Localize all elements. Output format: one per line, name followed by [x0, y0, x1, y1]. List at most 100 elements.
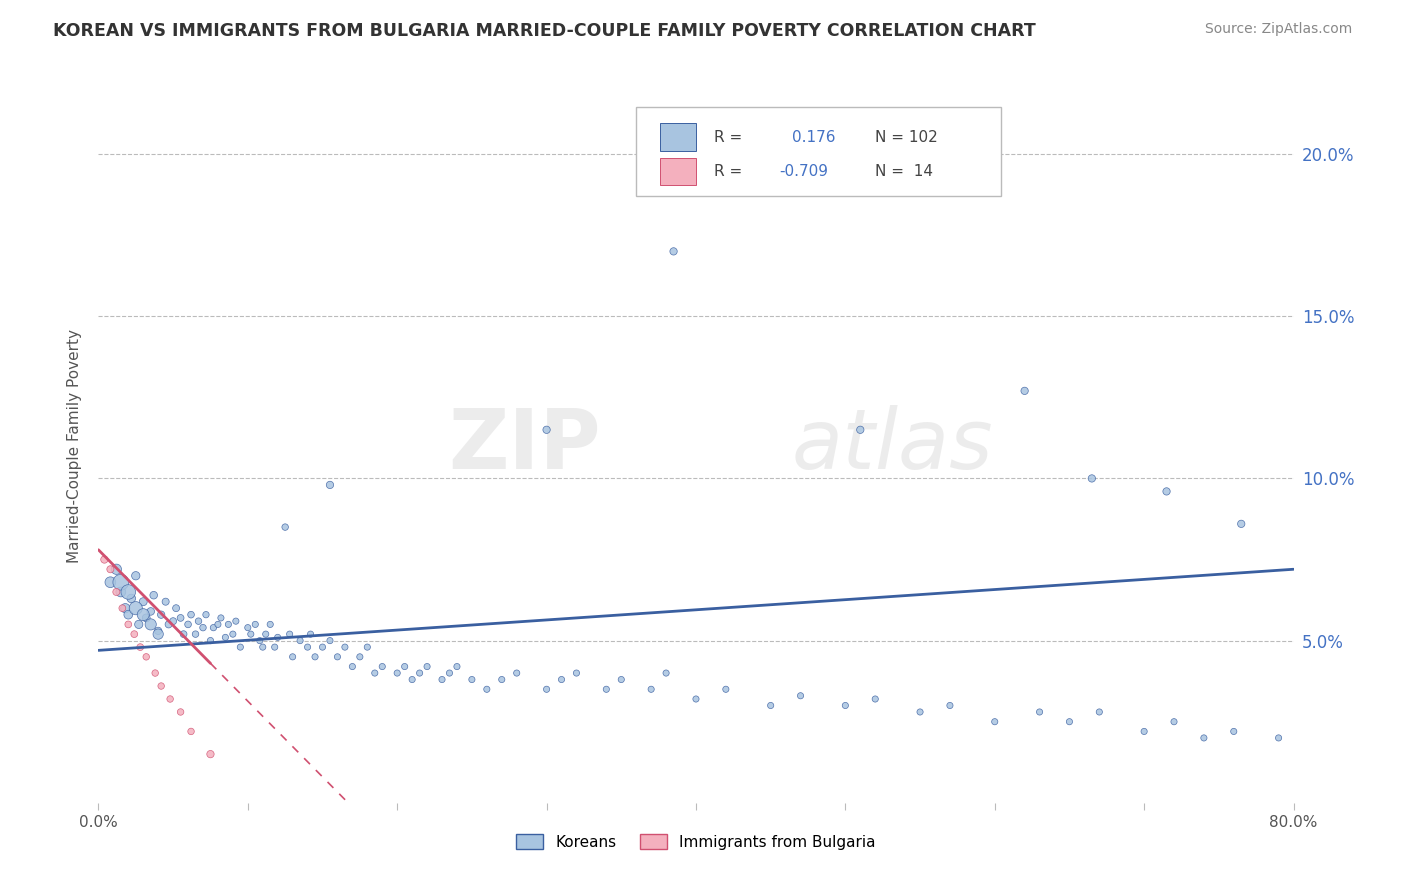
Point	[98, 562, 122, 576]
Point	[430, 673, 453, 687]
Point	[169, 705, 191, 719]
Point	[984, 714, 1007, 729]
Text: N = 102: N = 102	[876, 129, 938, 145]
Text: N =  14: N = 14	[876, 164, 934, 178]
Point	[132, 595, 155, 609]
Point	[278, 627, 301, 641]
FancyBboxPatch shape	[637, 107, 1001, 196]
Point	[263, 640, 285, 654]
Point	[142, 588, 165, 602]
Point	[157, 617, 180, 632]
Point	[207, 617, 229, 632]
Point	[229, 640, 252, 654]
Point	[536, 423, 558, 437]
Point	[1230, 516, 1253, 531]
Point	[595, 682, 617, 697]
Point	[333, 640, 356, 654]
Point	[191, 621, 214, 635]
Point	[165, 601, 187, 615]
Point	[394, 659, 416, 673]
Point	[143, 666, 166, 681]
Point	[1133, 724, 1156, 739]
Point	[222, 627, 245, 641]
Point	[416, 659, 439, 673]
Point	[319, 633, 342, 648]
Point	[304, 649, 326, 664]
Point	[132, 607, 155, 622]
Point	[117, 585, 139, 599]
Point	[236, 621, 259, 635]
Point	[385, 666, 409, 681]
Point	[1081, 471, 1104, 485]
Point	[536, 682, 558, 697]
Point	[180, 724, 202, 739]
Point	[105, 585, 128, 599]
Point	[159, 692, 181, 706]
Point	[288, 633, 311, 648]
Point	[169, 611, 191, 625]
Point	[267, 631, 290, 645]
Point	[491, 673, 513, 687]
Point	[259, 617, 281, 632]
Point	[1163, 714, 1185, 729]
Point	[114, 601, 136, 615]
Point	[162, 614, 184, 628]
Point	[908, 705, 931, 719]
Point	[299, 627, 322, 641]
Text: R =: R =	[714, 164, 742, 178]
Point	[1028, 705, 1050, 719]
Point	[129, 640, 152, 654]
Point	[139, 617, 162, 632]
Point	[217, 617, 239, 632]
Point	[139, 604, 162, 618]
Point	[759, 698, 782, 713]
Point	[155, 595, 177, 609]
Point	[408, 666, 430, 681]
Point	[98, 575, 122, 590]
Point	[439, 666, 461, 681]
Point	[105, 562, 128, 576]
Text: atlas: atlas	[792, 406, 993, 486]
Point	[655, 666, 678, 681]
Bar	[661, 158, 696, 185]
Legend: Koreans, Immigrants from Bulgaria: Koreans, Immigrants from Bulgaria	[510, 828, 882, 855]
Point	[202, 621, 225, 635]
Point	[834, 698, 856, 713]
Point	[939, 698, 962, 713]
Point	[214, 631, 236, 645]
Text: -0.709: -0.709	[780, 164, 828, 178]
Point	[1223, 724, 1246, 739]
Point	[245, 617, 267, 632]
Point	[195, 607, 218, 622]
Point	[125, 601, 148, 615]
Point	[371, 659, 394, 673]
Point	[849, 423, 872, 437]
Point	[148, 627, 170, 641]
Point	[1014, 384, 1036, 398]
Point	[662, 244, 685, 259]
Point	[349, 649, 371, 664]
Point	[364, 666, 387, 681]
Point	[187, 614, 209, 628]
Point	[177, 617, 200, 632]
Point	[356, 640, 378, 654]
Point	[125, 568, 148, 582]
Point	[610, 673, 633, 687]
Text: Source: ZipAtlas.com: Source: ZipAtlas.com	[1205, 22, 1353, 37]
Text: KOREAN VS IMMIGRANTS FROM BULGARIA MARRIED-COUPLE FAMILY POVERTY CORRELATION CHA: KOREAN VS IMMIGRANTS FROM BULGARIA MARRI…	[53, 22, 1036, 40]
Point	[319, 478, 342, 492]
Point	[1156, 484, 1178, 499]
Point	[110, 585, 132, 599]
Point	[281, 649, 304, 664]
Point	[865, 692, 887, 706]
Point	[150, 607, 173, 622]
Point	[714, 682, 737, 697]
Point	[565, 666, 588, 681]
Point	[135, 611, 157, 625]
Text: R =: R =	[714, 129, 742, 145]
Point	[184, 627, 207, 641]
Point	[124, 627, 146, 641]
Point	[274, 520, 297, 534]
Point	[135, 649, 157, 664]
Point	[342, 659, 364, 673]
